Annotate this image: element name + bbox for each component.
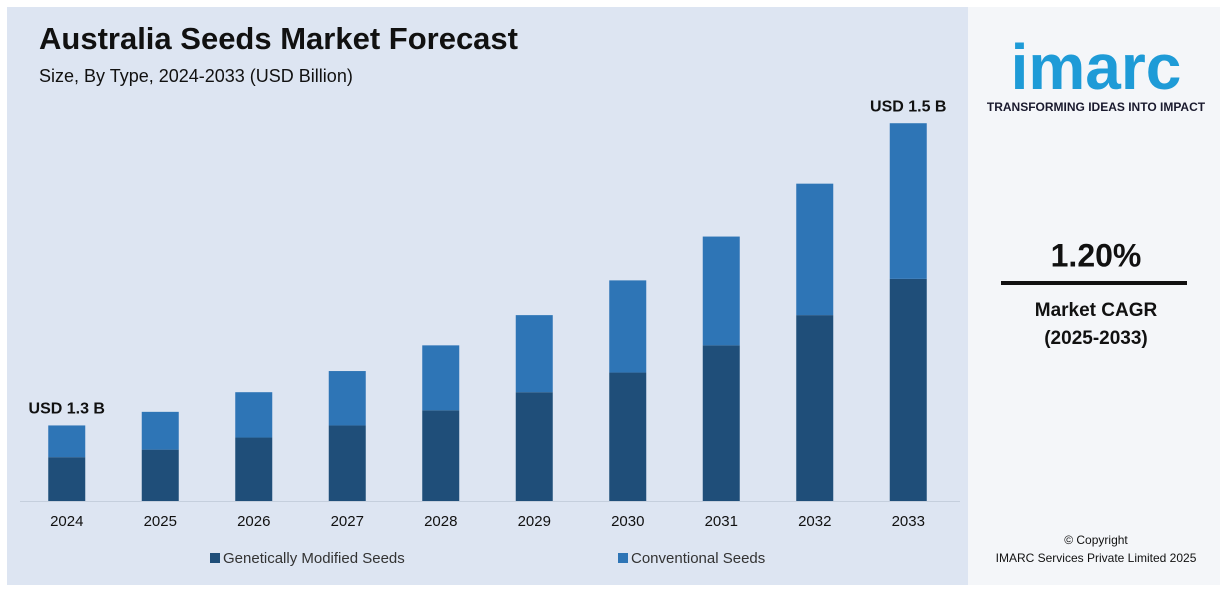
copyright: © Copyright <box>1064 533 1128 547</box>
bar-segment <box>889 278 927 501</box>
x-tick-label: 2029 <box>518 513 551 530</box>
bar-segment <box>235 392 273 438</box>
annotation: USD 1.3 B <box>29 401 105 418</box>
legend-swatch <box>618 553 628 563</box>
x-tick-label: 2027 <box>331 513 364 530</box>
bar-segment <box>422 345 460 411</box>
cagr-period: (2025-2033) <box>1044 328 1148 349</box>
bar-segment <box>328 425 366 501</box>
x-tick-label: 2033 <box>892 513 925 530</box>
chart-title: Australia Seeds Market Forecast <box>39 21 518 56</box>
x-tick-label: 2024 <box>50 513 83 530</box>
legend-label: Genetically Modified Seeds <box>223 550 405 567</box>
bar-segment <box>702 236 740 346</box>
legend-label: Conventional Seeds <box>631 550 765 567</box>
bar-segment <box>141 449 179 501</box>
x-tick-label: 2026 <box>237 513 270 530</box>
chart-subtitle: Size, By Type, 2024-2033 (USD Billion) <box>39 66 353 86</box>
x-tick-label: 2030 <box>611 513 644 530</box>
bar-segment <box>515 315 553 393</box>
bar-segment <box>796 315 834 501</box>
cagr-label: Market CAGR <box>1035 300 1158 321</box>
bar-segment <box>609 372 647 501</box>
bar-segment <box>48 425 86 458</box>
x-tick-label: 2025 <box>144 513 177 530</box>
bar-segment <box>422 410 460 501</box>
bar-segment <box>796 183 834 316</box>
annotation: USD 1.5 B <box>870 98 946 115</box>
bar-segment <box>702 345 740 501</box>
x-tick-label: 2028 <box>424 513 457 530</box>
bar-segment <box>48 457 86 501</box>
bar-segment <box>141 411 179 450</box>
x-tick-label: 2031 <box>705 513 738 530</box>
legend-swatch <box>210 553 220 563</box>
cagr-value: 1.20% <box>1051 237 1142 273</box>
bar-segment <box>889 123 927 279</box>
bar-segment <box>609 280 647 373</box>
bar-segment <box>235 437 273 501</box>
bar-segment <box>515 392 553 501</box>
bar-segment <box>328 371 366 426</box>
x-tick-label: 2032 <box>798 513 831 530</box>
company: IMARC Services Private Limited 2025 <box>996 551 1197 565</box>
logo: imarc <box>1011 31 1182 103</box>
side-panel <box>968 7 1220 585</box>
tagline: TRANSFORMING IDEAS INTO IMPACT <box>987 100 1206 114</box>
